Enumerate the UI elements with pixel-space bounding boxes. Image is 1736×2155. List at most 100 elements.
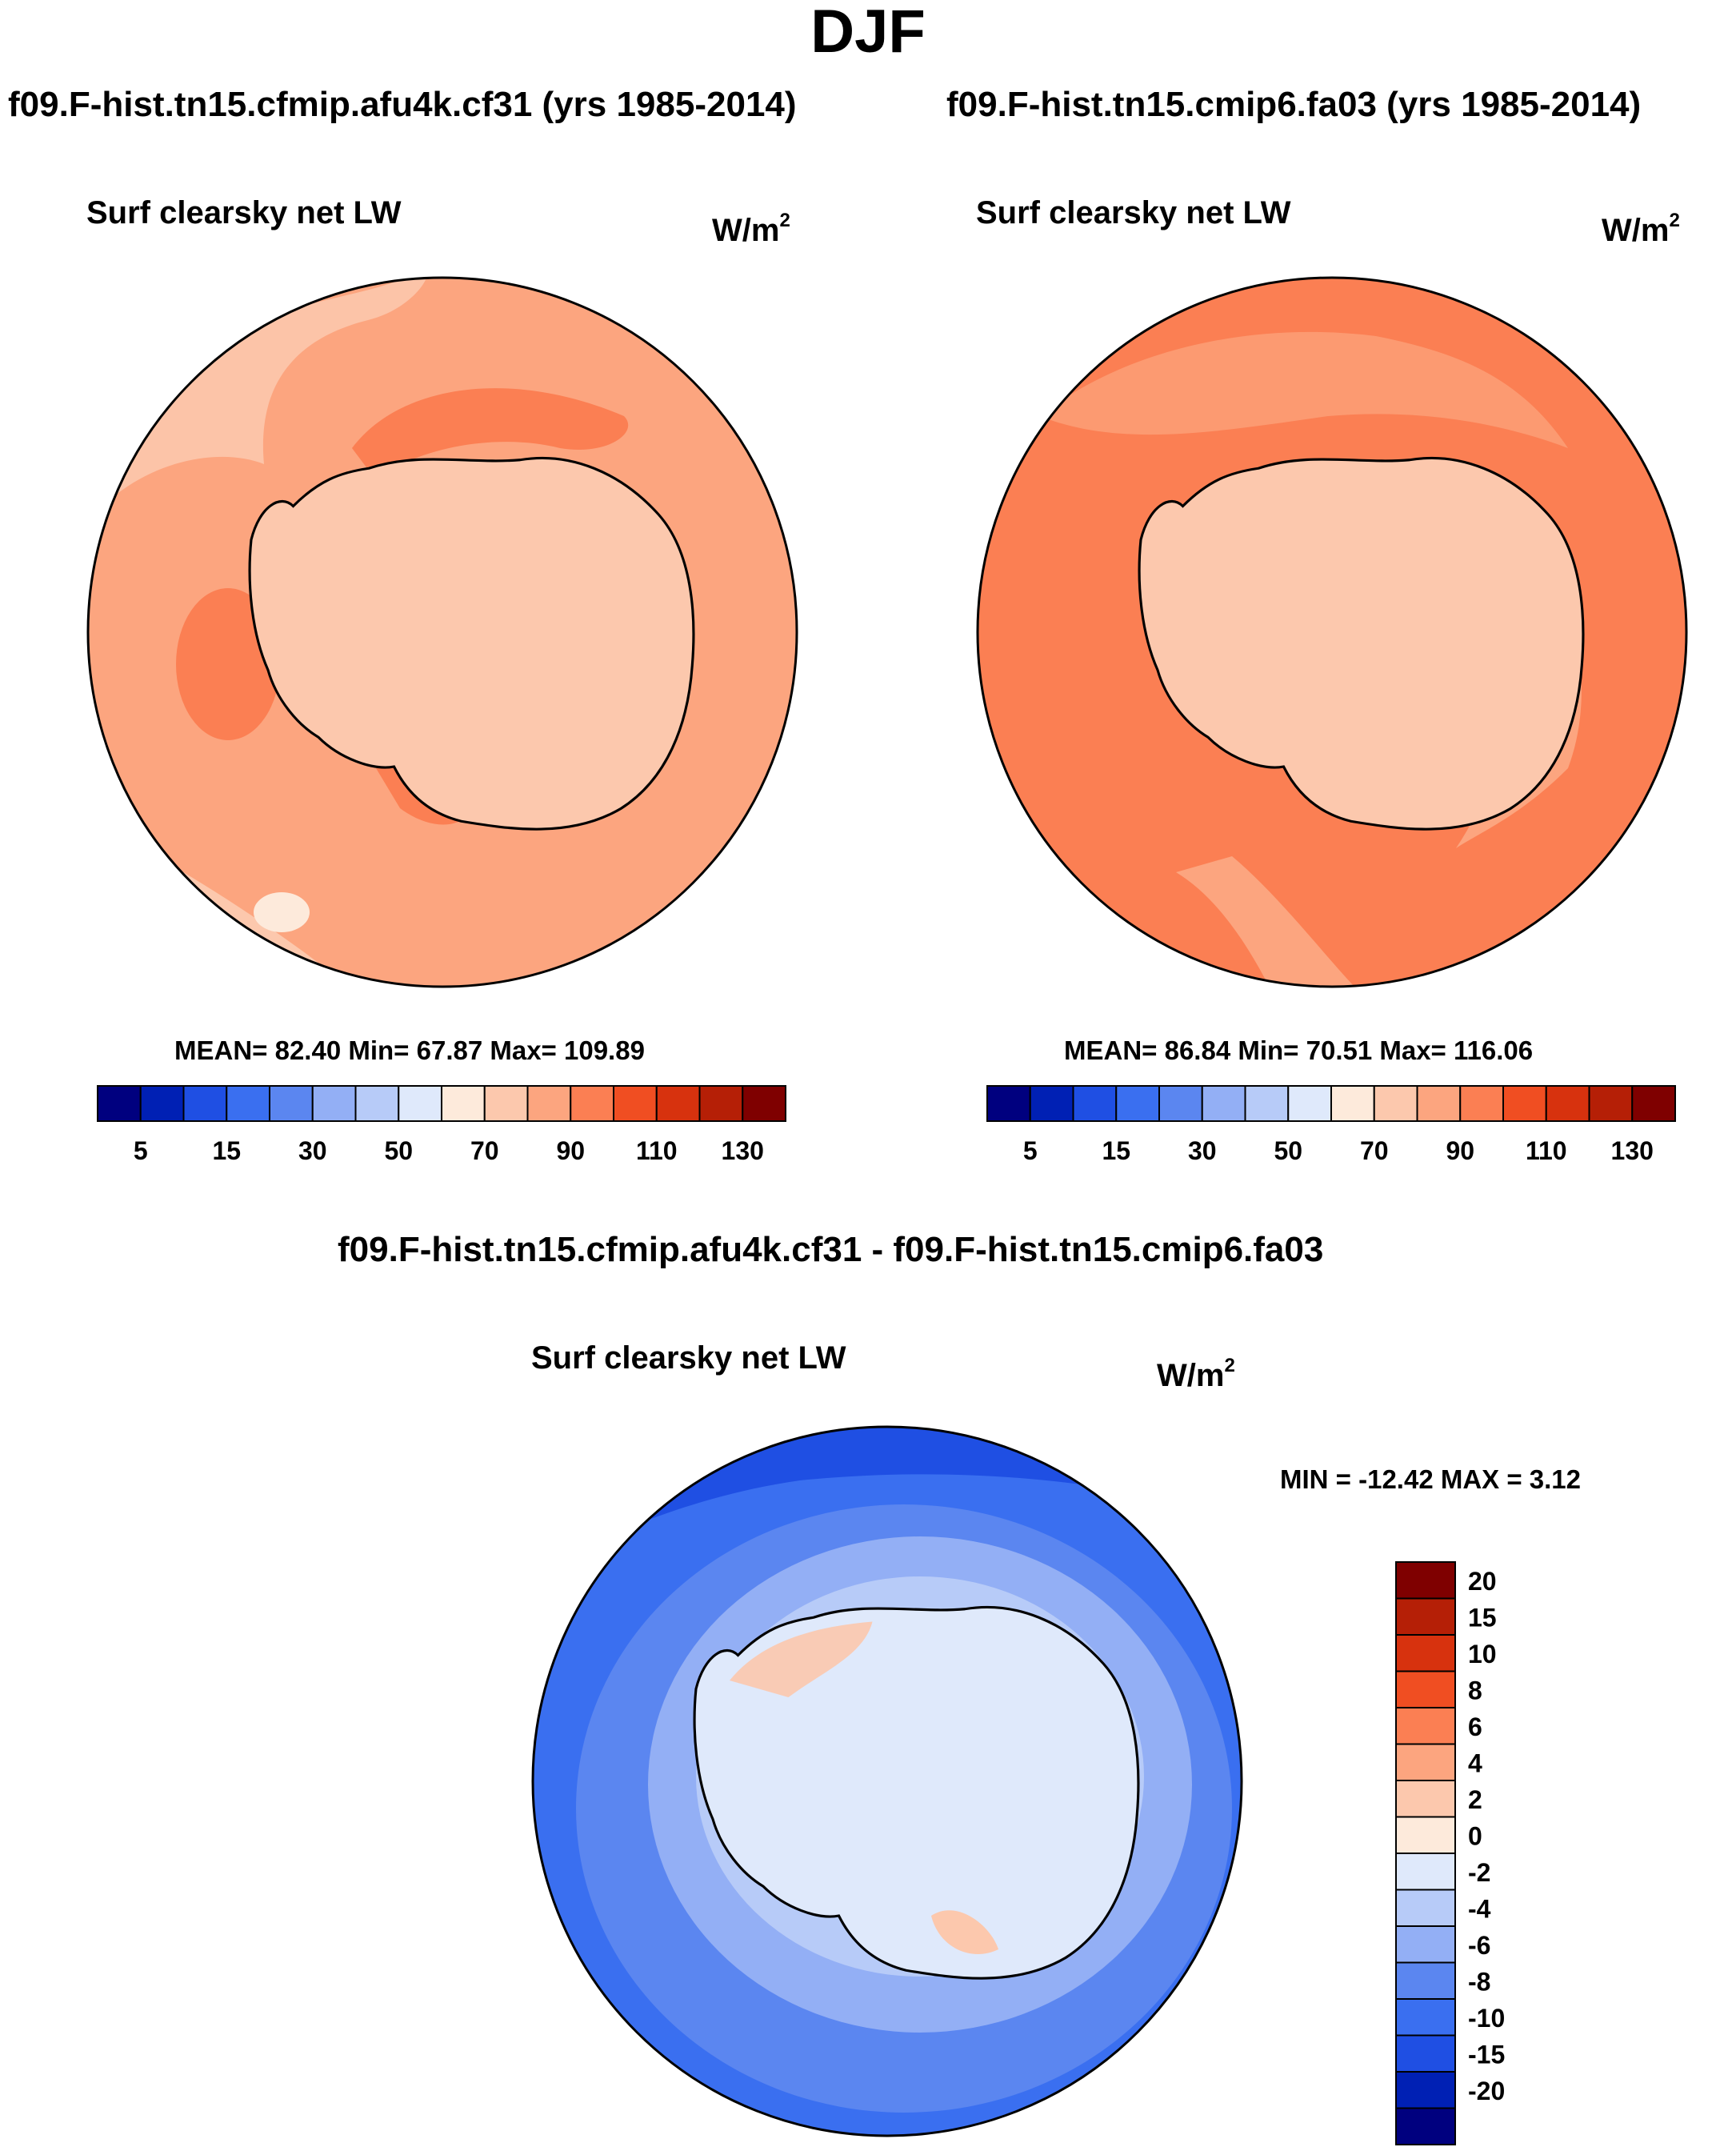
panel-1-colorbar-box (182, 1085, 228, 1122)
panel-1-map (88, 278, 797, 987)
panel-2-colorbar-box (1588, 1085, 1634, 1122)
panel-2-colorbar-box (1545, 1085, 1590, 1122)
panel-1-colorbar-box (526, 1085, 572, 1122)
diff-colorbar-box (1395, 1743, 1456, 1781)
diff-colorbar-box (1395, 1597, 1456, 1636)
diff-colorbar-box (1395, 1961, 1456, 2000)
panel-1-colorbar-tick-label: 110 (636, 1136, 678, 1165)
diff-colorbar-box (1395, 1998, 1456, 2037)
diff-colorbar-tick-label: -6 (1468, 1931, 1490, 1960)
panel-1-warm-band-nw (96, 278, 428, 512)
panel-2-colorbar-box (1416, 1085, 1462, 1122)
panel-2-colorbar-tick-label: 5 (1023, 1136, 1038, 1165)
panel-2-map-border (976, 276, 1688, 988)
panel-1-colorbar-box (97, 1085, 142, 1122)
panel-1-colorbar-box (613, 1085, 658, 1122)
panel-2-colorbar-box (1502, 1085, 1547, 1122)
panel-2-colorbar-box (1244, 1085, 1290, 1122)
panel-2-colorbar-tick-label: 50 (1274, 1136, 1302, 1165)
panel-1-colorbar-box (354, 1085, 400, 1122)
diff-colorbar-tick-label: -4 (1468, 1894, 1491, 1923)
panel-2-colorbar-box (1029, 1085, 1074, 1122)
panel-2-run-title: f09.F-hist.tn15.cmip6.fa03 (yrs 1985-201… (946, 85, 1642, 124)
diff-colorbar-tick-label: 15 (1468, 1603, 1497, 1632)
diff-colorbar-box (1395, 1816, 1456, 1854)
diff-colorbar-tick-label: -15 (1468, 2040, 1505, 2069)
diff-colorbar-tick-label: -20 (1468, 2077, 1505, 2105)
panel-1-orange-patch-north (352, 388, 629, 480)
diff-map (533, 1427, 1242, 2136)
diff-antarctica (693, 1605, 1140, 1980)
panel-1-colorbar: 5 15 30 50 70 90 110 130 (97, 1085, 786, 1165)
panel-1-colorbar-box (742, 1085, 786, 1122)
main-title: DJF (810, 0, 926, 66)
diff-colorbar-box (1395, 2034, 1456, 2073)
panel-1-colorbar-tick-label: 30 (298, 1136, 327, 1165)
diff-colorbar-tick-label: 2 (1468, 1785, 1482, 1814)
panel-2-colorbar-tick-label: 15 (1102, 1136, 1130, 1165)
diff-colorbar-box (1395, 1780, 1456, 1818)
diff-colorbar-tick-label: 10 (1468, 1640, 1497, 1668)
panel-1-colorbar-box (269, 1085, 314, 1122)
diff-map-border (531, 1425, 1243, 2137)
panel-2-colorbar-tick-label: 70 (1360, 1136, 1389, 1165)
panel-2-colorbar-box (1330, 1085, 1375, 1122)
diff-colorbar-box (1395, 1707, 1456, 1745)
panel-1-run-title: f09.F-hist.tn15.cfmip.afu4k.cf31 (yrs 19… (8, 85, 797, 124)
panel-1-colorbar-tick-label: 15 (212, 1136, 241, 1165)
panel-2-colorbar-box (1459, 1085, 1504, 1122)
panel-1-pale-spot (254, 892, 310, 932)
panel-1-units: W/m2 (712, 210, 790, 248)
panel-2-colorbar-tick-label: 30 (1188, 1136, 1217, 1165)
panel-1-colorbar-box (398, 1085, 442, 1122)
diff-colorbar-tick-label: 8 (1468, 1676, 1482, 1704)
panel-1-colorbar-box (655, 1085, 701, 1122)
panel-1-colorbar-tick-label: 70 (470, 1136, 499, 1165)
panel-2-colorbar-box (1115, 1085, 1160, 1122)
diff-colorbar-box (1395, 1634, 1456, 1672)
panel-2-colorbar-box (1158, 1085, 1203, 1122)
panel-2-colorbar-box (1631, 1085, 1676, 1122)
diff-colorbar-tick-label: 20 (1468, 1567, 1497, 1596)
panel-2-stats: MEAN= 86.84 Min= 70.51 Max= 116.06 (1064, 1035, 1534, 1065)
diff-colorbar-box (1395, 2107, 1456, 2145)
panel-1-colorbar-tick-label: 90 (556, 1136, 585, 1165)
panel-1-stats: MEAN= 82.40 Min= 67.87 Max= 109.89 (174, 1035, 645, 1065)
diff-colorbar-box (1395, 1925, 1456, 1964)
diff-colorbar-box (1395, 2071, 1456, 2109)
diff-colorbar-box (1395, 1561, 1456, 1600)
panel-1-variable-title: Surf clearsky net LW (86, 195, 402, 230)
diff-colorbar-box (1395, 1889, 1456, 1927)
panel-2-colorbar-tick-label: 90 (1446, 1136, 1474, 1165)
panel-2-colorbar-box (1287, 1085, 1332, 1122)
diff-colorbar-tick-label: 4 (1468, 1748, 1482, 1777)
panel-1-colorbar-box (139, 1085, 185, 1122)
panel-1-colorbar-box (441, 1085, 486, 1122)
diff-variable-title: Surf clearsky net LW (531, 1340, 846, 1376)
panel-2-map (978, 278, 1686, 987)
panel-1-colorbar-box (226, 1085, 270, 1122)
diff-colorbar-tick-label: 0 (1468, 1821, 1482, 1850)
diff-stats: MIN = -12.42 MAX = 3.12 (1280, 1464, 1582, 1494)
panel-2-colorbar-tick-label: 110 (1526, 1136, 1567, 1165)
diff-title: f09.F-hist.tn15.cfmip.afu4k.cf31 - f09.F… (338, 1230, 1324, 1269)
panel-2-colorbar-box (1072, 1085, 1118, 1122)
diff-colorbar-box (1395, 1670, 1456, 1708)
panel-2-light-band-north (1040, 331, 1568, 448)
panel-2-colorbar: 5 15 30 50 70 90 110 130 (986, 1085, 1676, 1165)
panel-2-colorbar-box (1373, 1085, 1418, 1122)
panel-1-colorbar-box (570, 1085, 614, 1122)
diff-colorbar-box (1395, 1853, 1456, 1891)
panel-1-colorbar-box (483, 1085, 529, 1122)
panel-2-light-band-south (1176, 856, 1360, 987)
panel-2-colorbar-box (1201, 1085, 1246, 1122)
panel-1-colorbar-tick-label: 5 (134, 1136, 148, 1165)
panel-2-colorbar-tick-label: 130 (1611, 1136, 1654, 1165)
panel-1-colorbar-tick-label: 130 (722, 1136, 764, 1165)
diff-colorbar-tick-label: -8 (1468, 1967, 1490, 1996)
panel-1-map-border (86, 276, 798, 988)
panel-2-units: W/m2 (1602, 210, 1680, 248)
panel-2-variable-title: Surf clearsky net LW (976, 195, 1291, 230)
